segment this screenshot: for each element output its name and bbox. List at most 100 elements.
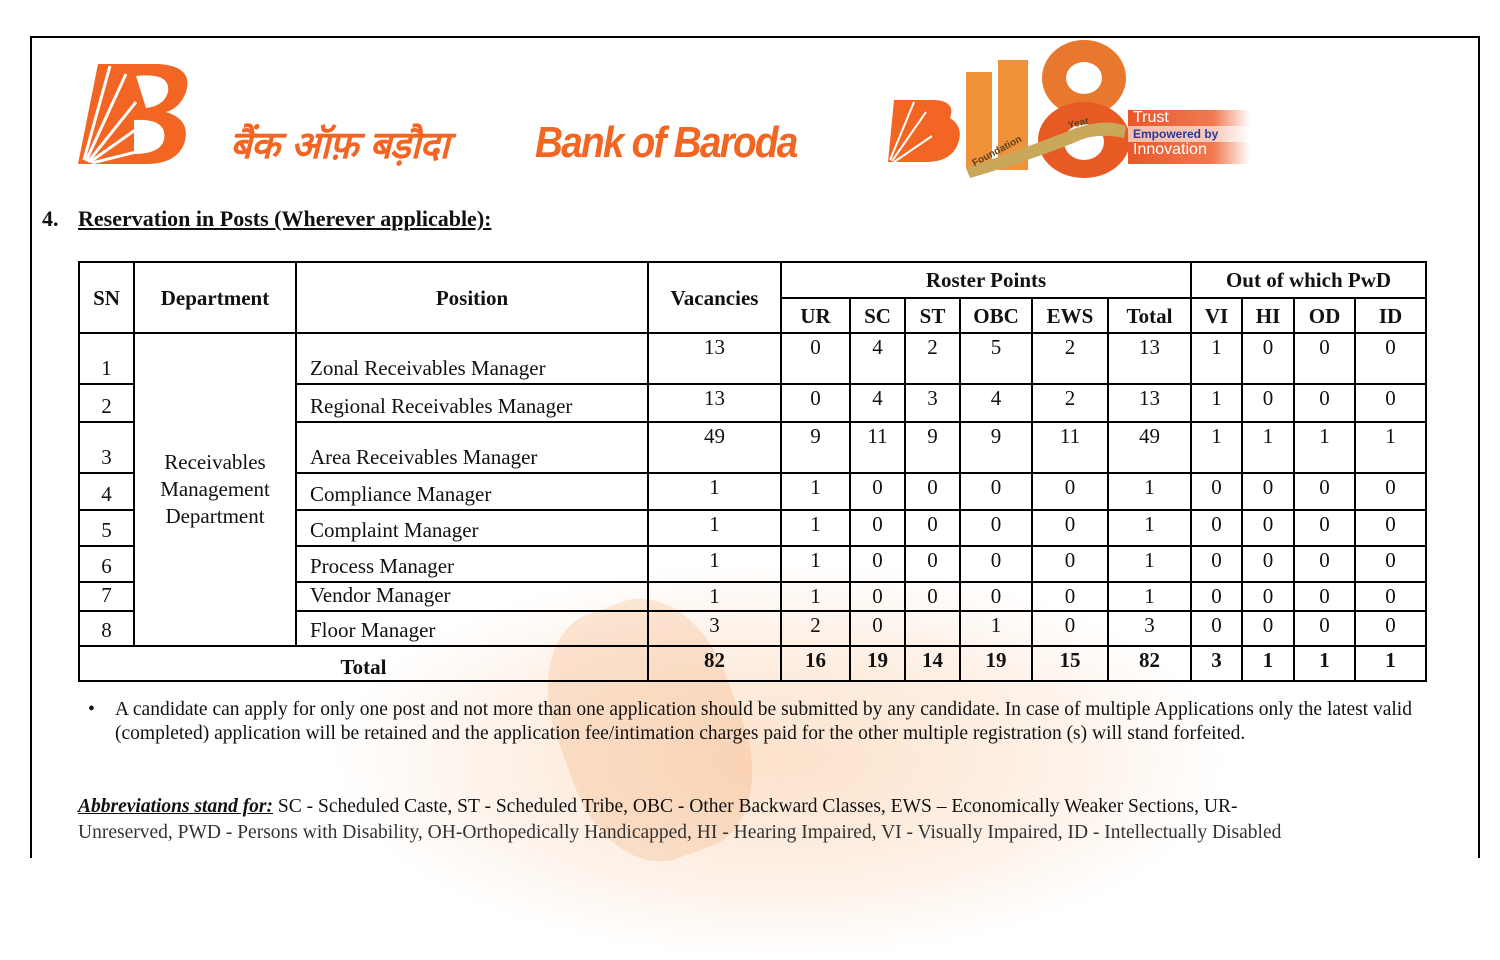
table-row: 5 Complaint Manager 1 1 0 0 0 0 1 0 0 0 0 bbox=[78, 509, 1427, 547]
abbreviations-label: Abbreviations stand for: bbox=[78, 796, 274, 817]
cell-obc: 4 bbox=[959, 383, 1033, 423]
total-vacancies: 82 bbox=[647, 645, 782, 682]
cell-sc: 0 bbox=[849, 581, 906, 612]
cell-ur: 1 bbox=[780, 581, 851, 612]
cell-st: 0 bbox=[904, 581, 961, 612]
header-department: Department bbox=[133, 261, 297, 334]
cell-sn: 1 bbox=[78, 332, 135, 385]
cell-sn: 2 bbox=[78, 383, 135, 423]
cell-sc: 4 bbox=[849, 332, 906, 385]
cell-hi: 0 bbox=[1241, 509, 1295, 547]
cell-od: 0 bbox=[1293, 610, 1356, 647]
cell-hi: 0 bbox=[1241, 472, 1295, 511]
cell-ur: 1 bbox=[780, 509, 851, 547]
cell-vacancies: 49 bbox=[647, 421, 782, 474]
cell-total: 1 bbox=[1107, 545, 1192, 583]
total-ews: 15 bbox=[1031, 645, 1109, 682]
cell-sc: 0 bbox=[849, 472, 906, 511]
cell-obc: 9 bbox=[959, 421, 1033, 474]
table-row: 2 Regional Receivables Manager 13 0 4 3 4 2 13 1 0… bbox=[78, 383, 1427, 423]
cell-total: 1 bbox=[1107, 509, 1192, 547]
table-row: 4 Compliance Manager 1 1 0 0 0 0 1 0 0 0 0 bbox=[78, 472, 1427, 511]
cell-st: 0 bbox=[904, 472, 961, 511]
header-hi: HI bbox=[1241, 297, 1295, 334]
cell-sc: 0 bbox=[849, 610, 906, 647]
header-ews: EWS bbox=[1031, 297, 1109, 334]
table-row: 7 Vendor Manager 1 1 0 0 0 0 1 0 0 0 0 bbox=[78, 581, 1427, 612]
cell-total: 13 bbox=[1107, 332, 1192, 385]
cell-hi: 0 bbox=[1241, 383, 1295, 423]
total-hi: 1 bbox=[1241, 645, 1295, 682]
cell-total: 1 bbox=[1107, 472, 1192, 511]
cell-ur: 1 bbox=[780, 472, 851, 511]
header-id: ID bbox=[1354, 297, 1427, 334]
cell-sn: 7 bbox=[78, 581, 135, 612]
header-pwd: Out of which PwD bbox=[1190, 261, 1427, 299]
cell-id: 0 bbox=[1354, 610, 1427, 647]
cell-od: 0 bbox=[1293, 383, 1356, 423]
cell-hi: 1 bbox=[1241, 421, 1295, 474]
cell-vi: 1 bbox=[1190, 383, 1243, 423]
abbreviations-text: SC - Scheduled Caste, ST - Scheduled Tri… bbox=[273, 796, 1238, 817]
total-label: Total bbox=[78, 645, 649, 682]
header-sc: SC bbox=[849, 297, 906, 334]
cell-obc: 0 bbox=[959, 545, 1033, 583]
total-id: 1 bbox=[1354, 645, 1427, 682]
cell-obc: 0 bbox=[959, 581, 1033, 612]
cell-sn: 6 bbox=[78, 545, 135, 583]
cell-position: Area Receivables Manager bbox=[295, 421, 649, 474]
header-obc: OBC bbox=[959, 297, 1033, 334]
table-row: 8 Floor Manager 3 2 0 1 0 3 0 0 0 0 bbox=[78, 610, 1427, 647]
cell-od: 0 bbox=[1293, 581, 1356, 612]
cell-ur: 1 bbox=[780, 545, 851, 583]
section-number: 4. bbox=[42, 206, 59, 231]
cell-position: Vendor Manager bbox=[295, 581, 649, 612]
cell-id: 0 bbox=[1354, 581, 1427, 612]
cell-id: 0 bbox=[1354, 509, 1427, 547]
header-od: OD bbox=[1293, 297, 1356, 334]
page-border bbox=[30, 36, 1480, 858]
cell-od: 0 bbox=[1293, 332, 1356, 385]
cell-department: Receivables Management Department bbox=[133, 332, 297, 647]
cell-position: Regional Receivables Manager bbox=[295, 383, 649, 423]
logo-english-text: Bank of Baroda bbox=[535, 118, 798, 167]
cell-st: 0 bbox=[904, 509, 961, 547]
cell-position: Floor Manager bbox=[295, 610, 649, 647]
cell-st: 0 bbox=[904, 545, 961, 583]
cell-vi: 0 bbox=[1190, 581, 1243, 612]
cell-position: Compliance Manager bbox=[295, 472, 649, 511]
header-total: Total bbox=[1107, 297, 1192, 334]
cell-vi: 0 bbox=[1190, 610, 1243, 647]
cell-sc: 0 bbox=[849, 509, 906, 547]
cell-od: 0 bbox=[1293, 545, 1356, 583]
cell-vacancies: 1 bbox=[647, 509, 782, 547]
118-years-logo-icon bbox=[888, 40, 1130, 178]
cell-total: 13 bbox=[1107, 383, 1192, 423]
table-row: 1 Receivables Management Department Zonal … bbox=[78, 332, 1427, 647]
cell-id: 1 bbox=[1354, 421, 1427, 474]
cell-obc: 5 bbox=[959, 332, 1033, 385]
cell-ur: 9 bbox=[780, 421, 851, 474]
header-roster-points: Roster Points bbox=[780, 261, 1192, 299]
section-heading: 4. Reservation in Posts (Wherever applica… bbox=[42, 206, 491, 232]
table-row: 3 Area Receivables Manager 49 9 11 9 9 11 49 1 1 1 1 bbox=[78, 421, 1427, 474]
cell-total: 3 bbox=[1107, 610, 1192, 647]
cell-id: 0 bbox=[1354, 545, 1427, 583]
cell-od: 0 bbox=[1293, 509, 1356, 547]
cell-id: 0 bbox=[1354, 332, 1427, 385]
cell-sc: 4 bbox=[849, 383, 906, 423]
header-st: ST bbox=[904, 297, 961, 334]
tagline-trust: Trust bbox=[1133, 109, 1169, 126]
cell-st bbox=[904, 610, 961, 647]
cell-vi: 1 bbox=[1190, 332, 1243, 385]
cell-vacancies: 1 bbox=[647, 581, 782, 612]
cell-obc: 0 bbox=[959, 509, 1033, 547]
cell-vi: 0 bbox=[1190, 509, 1243, 547]
total-total: 82 bbox=[1107, 645, 1192, 682]
cell-ews: 0 bbox=[1031, 545, 1109, 583]
cell-hi: 0 bbox=[1241, 332, 1295, 385]
cell-vi: 0 bbox=[1190, 472, 1243, 511]
cell-vi: 1 bbox=[1190, 421, 1243, 474]
logo-hindi-text: बैंक ऑफ़ बड़ौदा bbox=[230, 123, 449, 167]
cell-sc: 11 bbox=[849, 421, 906, 474]
